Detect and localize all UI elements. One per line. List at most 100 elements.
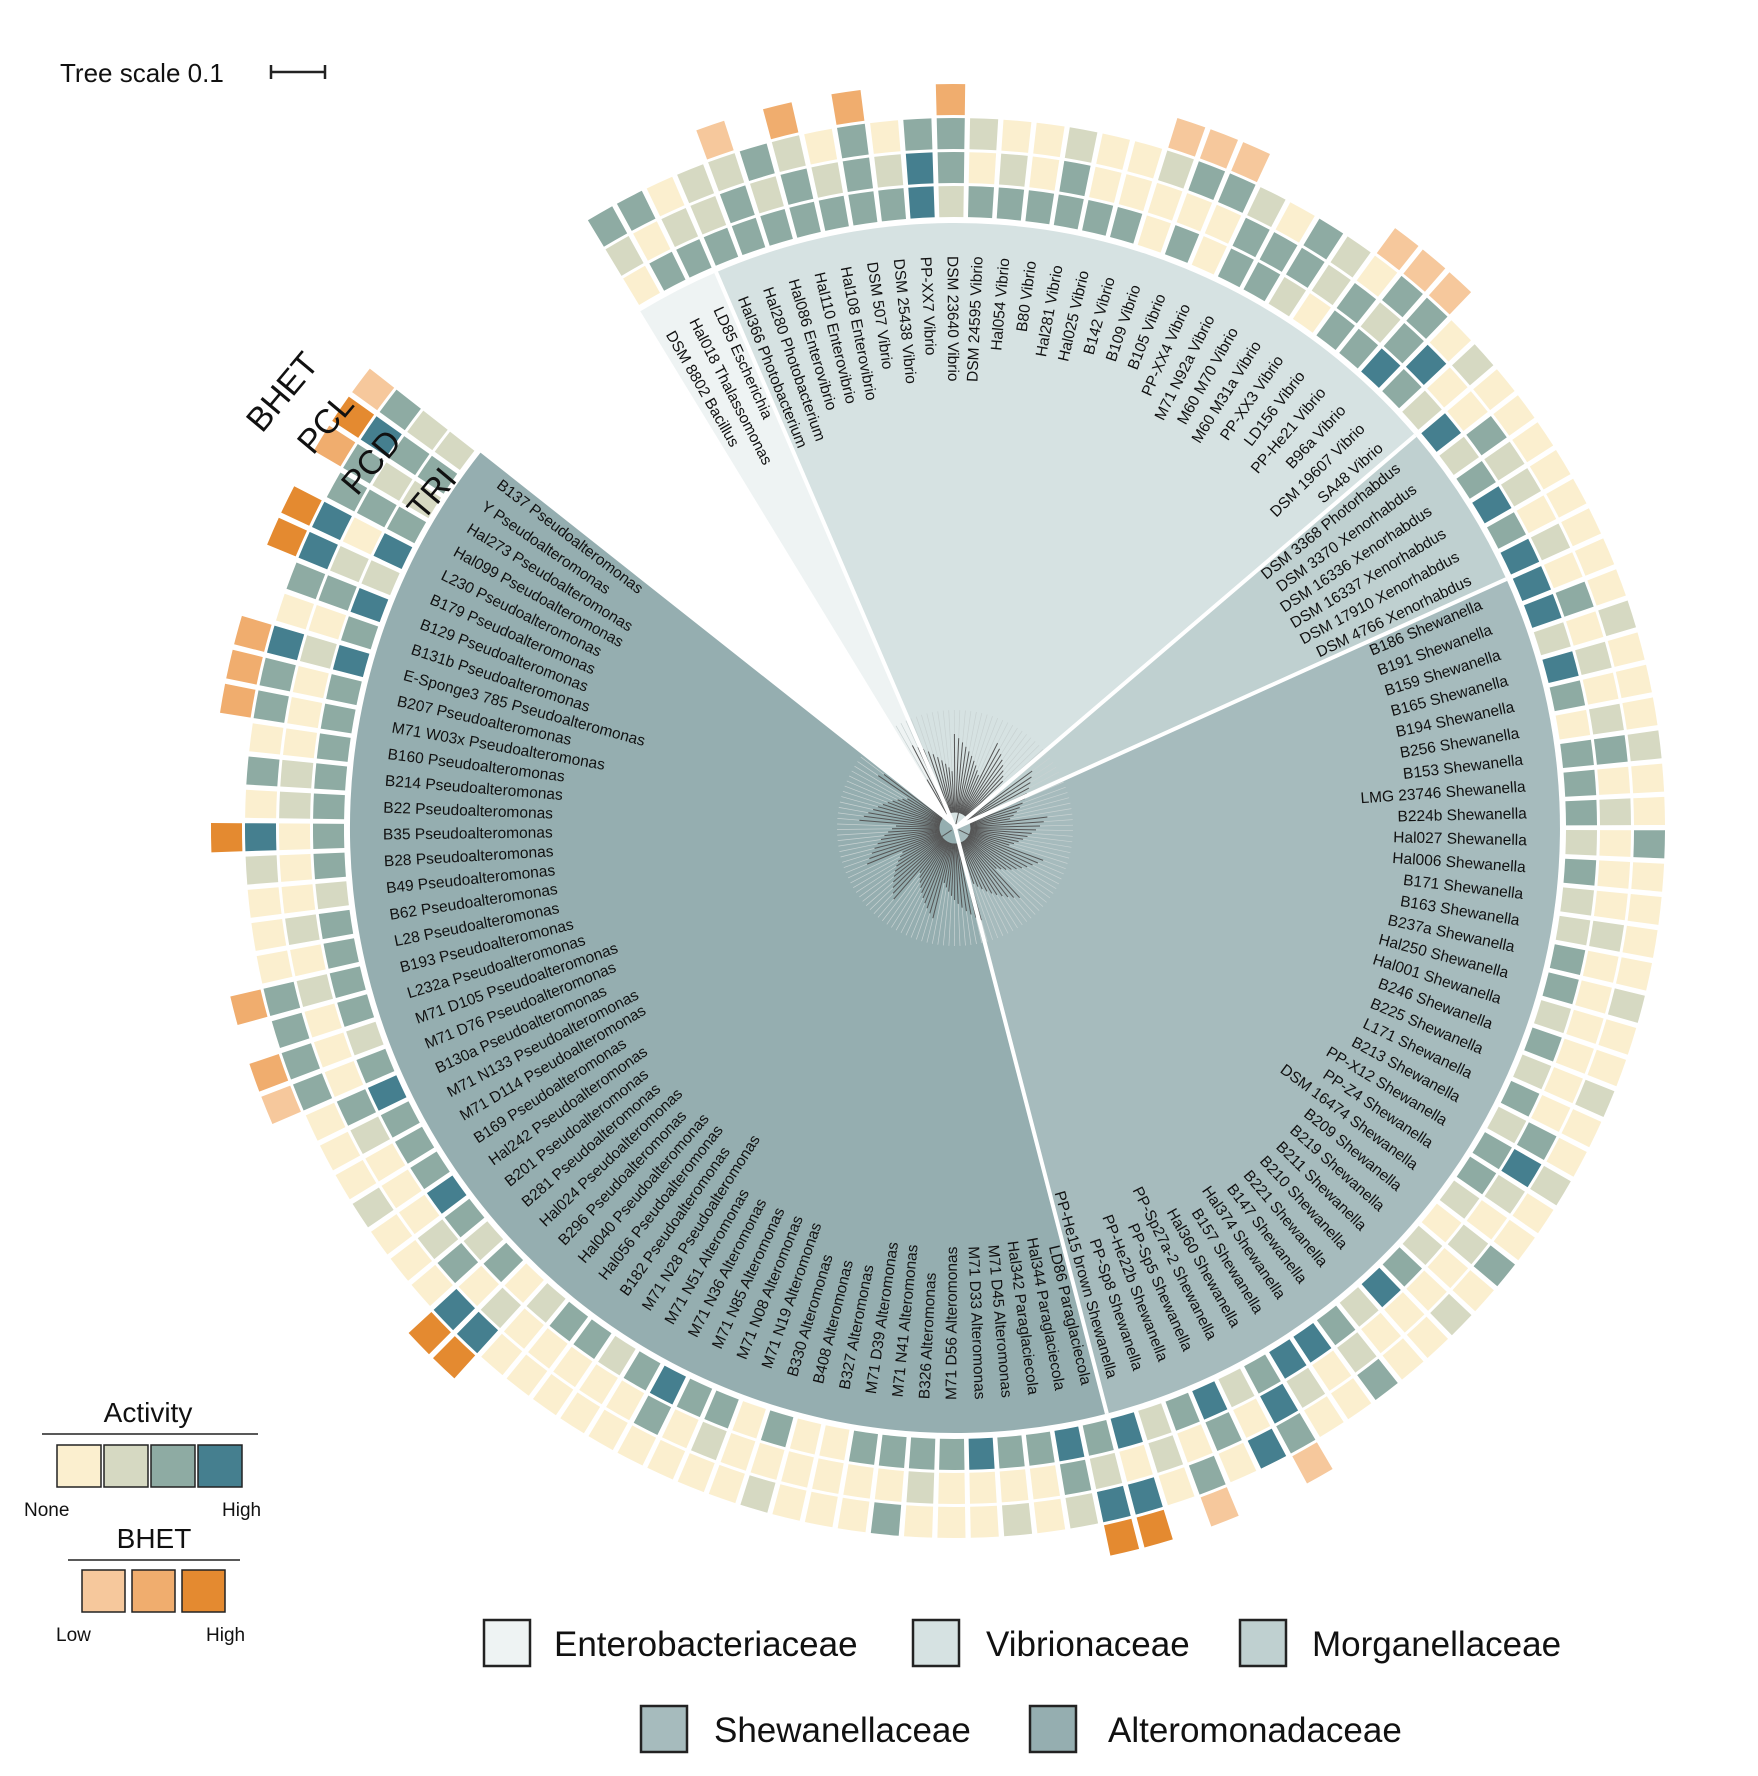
tree-branch-guide	[973, 714, 988, 761]
tri-cell	[326, 674, 362, 706]
pcd-cell	[1466, 1200, 1508, 1240]
tri-cell	[1542, 972, 1579, 1005]
tree-branch	[964, 839, 1015, 898]
pcd-cell	[480, 1287, 521, 1329]
pcd-cell	[1484, 441, 1525, 481]
pcd-cell	[1148, 1435, 1184, 1473]
tree-branch	[966, 838, 1002, 870]
tree-branch	[970, 829, 1028, 837]
tri-cell	[1524, 1027, 1562, 1062]
pcd-cell	[905, 152, 934, 185]
tri-cell	[1439, 436, 1479, 475]
tri-cell	[434, 431, 475, 470]
tree-branch-guide	[844, 785, 888, 803]
pcd-cell	[1089, 166, 1122, 203]
tree-branch-guide	[845, 863, 868, 874]
tree-branch-guide	[1028, 771, 1060, 789]
bhet-cell	[1403, 249, 1446, 292]
tri-cell	[848, 1430, 878, 1465]
pcl-cell	[246, 756, 280, 787]
pcl-cell	[286, 562, 326, 600]
tri-cell	[1472, 486, 1512, 524]
tri-cell	[1192, 1381, 1228, 1420]
pcl-cell	[1218, 173, 1256, 213]
pcl-cell	[1356, 255, 1398, 297]
pcd-cell	[1259, 232, 1298, 272]
tree-branch	[880, 830, 940, 840]
bhet-cell	[249, 1054, 289, 1092]
tree-branch	[962, 841, 993, 894]
pcd-cell	[399, 1194, 440, 1235]
tree-branch	[967, 837, 1007, 870]
tree-branch-guide	[839, 843, 878, 852]
pcl-cell	[312, 501, 352, 541]
pcl-cell	[1633, 830, 1665, 859]
pcl-cell	[433, 1288, 475, 1331]
tri-cell	[1513, 1054, 1552, 1090]
bhet-cell	[696, 120, 734, 160]
pcd-cell	[299, 635, 337, 669]
pcd-cell	[1059, 160, 1091, 197]
tree-branch	[884, 829, 940, 837]
tri-cell	[1164, 225, 1200, 263]
pcd-cell	[1337, 1332, 1377, 1373]
pcl-cell	[1304, 1396, 1344, 1437]
pcl-cell	[481, 1333, 523, 1376]
pcd-cell	[1118, 174, 1153, 212]
bhet-legend-low: Low	[56, 1625, 91, 1646]
family-legend: Enterobacteriaceae Vibrionaceae Morganel…	[482, 1618, 1561, 1754]
tree-branch-guide	[997, 722, 1009, 744]
pcl-cell	[1188, 1455, 1226, 1495]
pcd-cell	[372, 462, 413, 501]
bhet-legend: BHET Low High	[56, 1523, 245, 1646]
tree-branch	[894, 836, 943, 872]
pcd-cell	[1582, 672, 1619, 705]
pcd-cell	[318, 575, 357, 611]
pcd-cell	[1593, 735, 1628, 765]
tree-branch-guide	[886, 877, 920, 925]
pcd-cell	[1516, 1122, 1557, 1160]
pcd-cell	[662, 1409, 699, 1449]
bhet-cell	[1428, 272, 1472, 315]
activity-swatch-3	[197, 1444, 243, 1488]
pcd-cell	[1383, 323, 1424, 364]
pcl-cell	[360, 416, 402, 457]
pcd-cell	[969, 1471, 997, 1504]
tree-branch-arc	[959, 821, 972, 844]
bhet-cell	[935, 84, 966, 116]
pcd-cell	[1589, 703, 1624, 735]
pcd-cell	[308, 605, 347, 640]
tri-cell	[1555, 709, 1591, 740]
tree-branch	[968, 835, 1023, 869]
tree-branch-guide	[905, 897, 924, 936]
family-label-morganellaceae: Morganellaceae	[1312, 1625, 1561, 1664]
pcl-cell	[1575, 1079, 1615, 1117]
tri-cell	[444, 1198, 485, 1238]
bhet-swatch-0	[81, 1569, 126, 1613]
tree-branch-guide	[1030, 766, 1057, 783]
pcl-cell	[1033, 122, 1065, 158]
tree-branch	[920, 841, 948, 889]
tree-branch	[926, 779, 948, 815]
tree-branch	[948, 843, 954, 892]
tree-branch	[874, 831, 940, 849]
tree-branch-guide	[862, 876, 895, 902]
sector-alteromonadaceae	[349, 452, 1107, 1433]
tree-branch	[962, 748, 1001, 815]
family-swatch-vibrionaceae	[911, 1618, 961, 1668]
bhet-cell	[313, 425, 356, 467]
tree-branch-guide	[1002, 734, 1027, 766]
tip-label: B35 Pseudoalteromonas	[383, 824, 553, 843]
tree-branch-guide	[859, 871, 896, 898]
tree-branch	[959, 765, 977, 813]
bhet-cell	[352, 368, 395, 411]
pcd-cell	[874, 1468, 904, 1502]
pcl-cell	[1382, 1338, 1424, 1380]
tree-branch	[970, 825, 1041, 829]
tree-scale-label: Tree scale 0.1	[60, 58, 224, 88]
pcd-cell	[719, 185, 755, 224]
pcl-cell	[1452, 1270, 1494, 1312]
pcd-cell	[605, 236, 644, 276]
bhet-cell	[1292, 1442, 1333, 1484]
tree-branch-guide	[980, 920, 988, 942]
